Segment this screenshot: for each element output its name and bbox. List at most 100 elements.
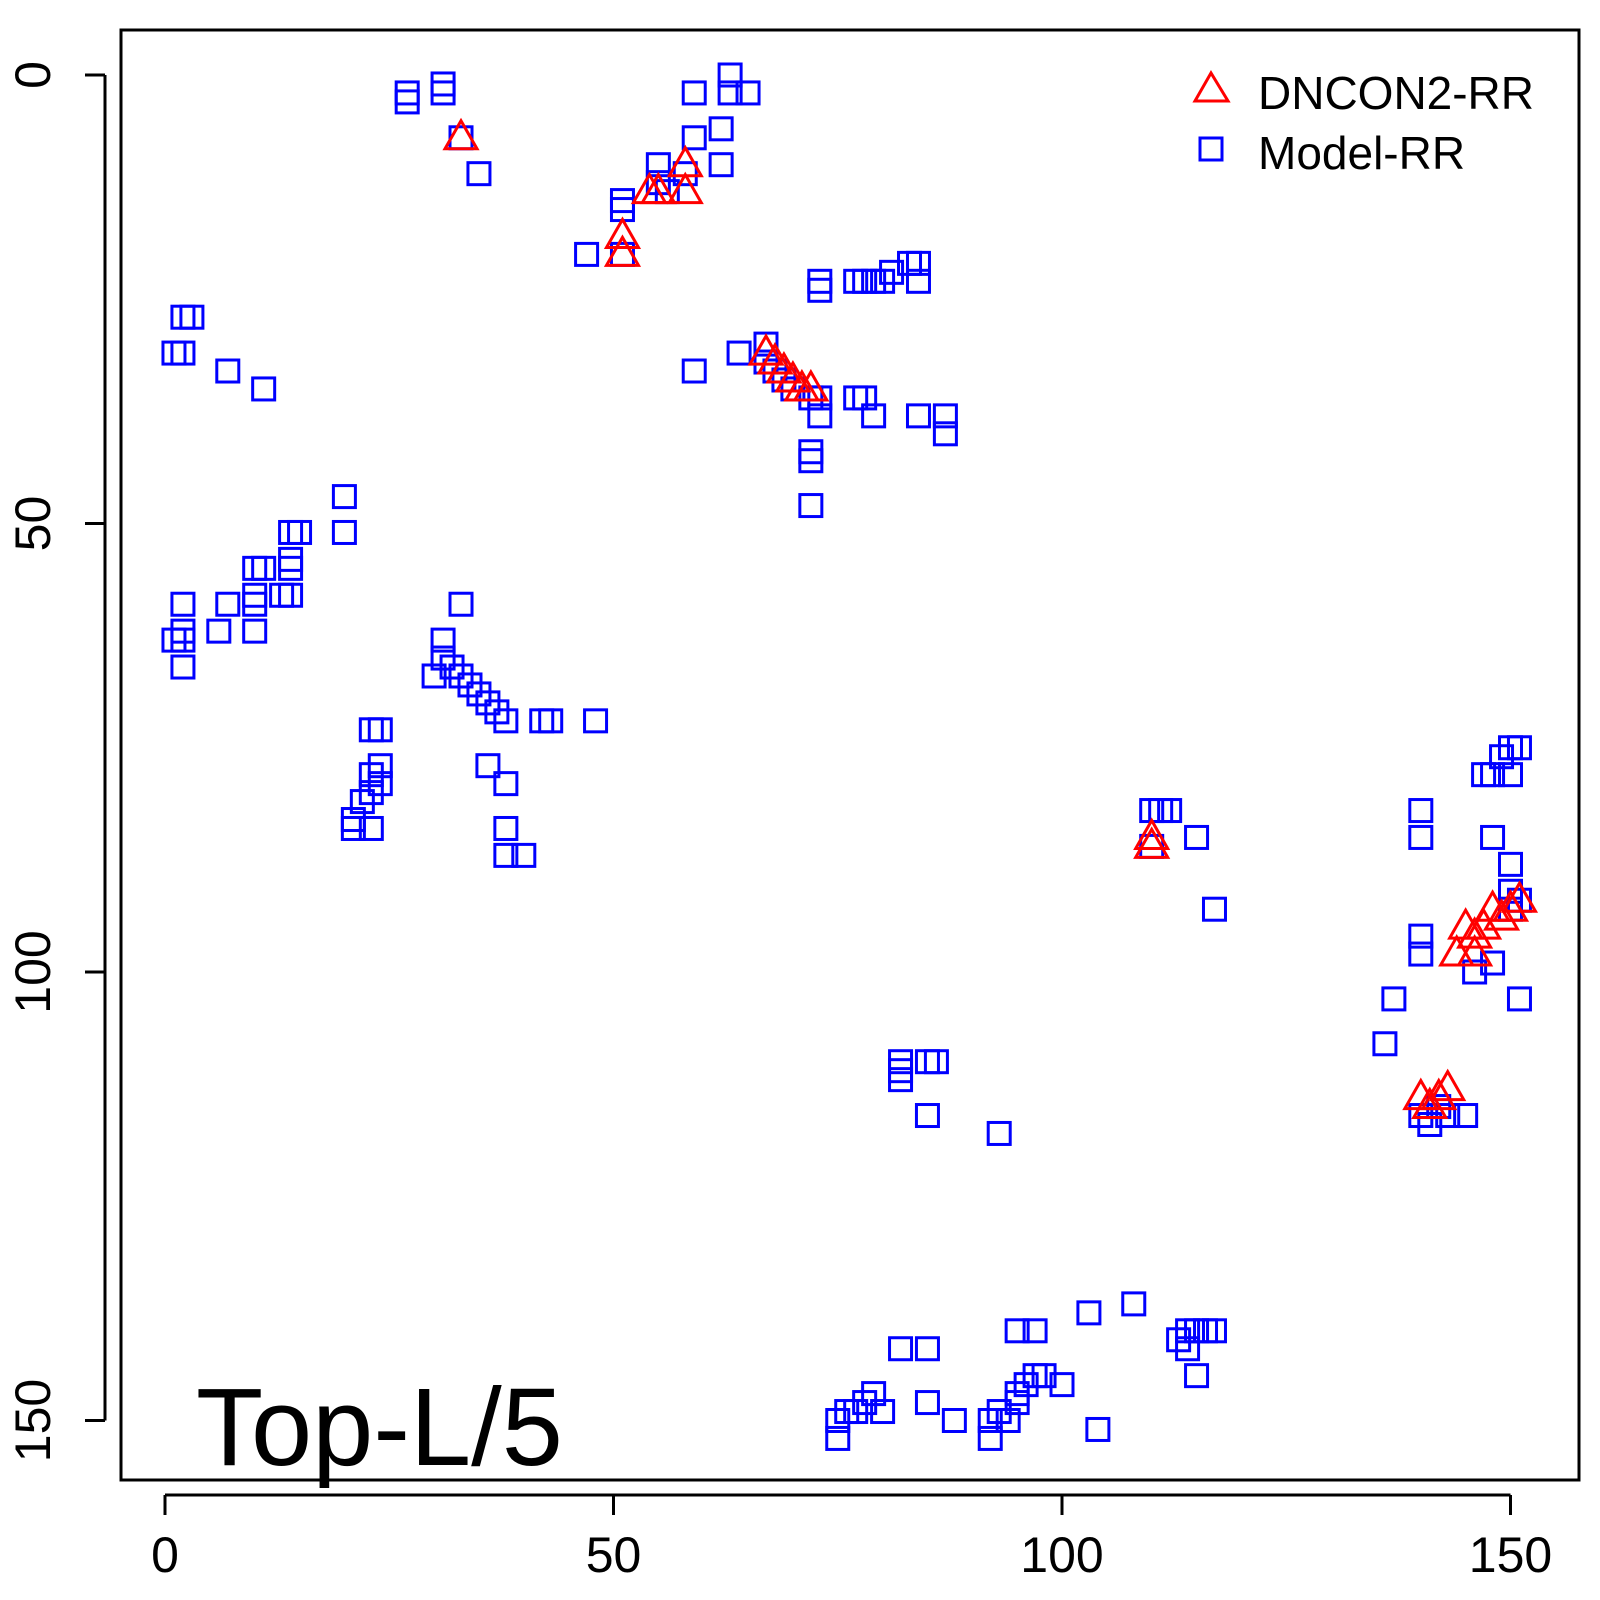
dncon2-rr-point xyxy=(1402,1077,1440,1111)
model-rr-point xyxy=(493,708,519,734)
model-rr-point xyxy=(1372,1031,1398,1057)
model-rr-point xyxy=(1480,762,1506,788)
dncon2-rr-point xyxy=(792,368,830,402)
model-rr-point xyxy=(1013,1372,1039,1398)
model-rr-point xyxy=(367,753,393,779)
model-rr-point xyxy=(807,403,833,429)
model-rr-point xyxy=(170,340,196,366)
x-tick-label: 0 xyxy=(151,1527,179,1583)
model-rr-point xyxy=(448,125,474,151)
model-rr-point xyxy=(1139,833,1165,859)
model-rr-point xyxy=(1408,798,1434,824)
dncon2-rr-point xyxy=(756,342,794,375)
model-rr-point xyxy=(430,71,456,97)
dncon2-rr-point xyxy=(1429,1068,1467,1102)
model-rr-point xyxy=(278,555,304,581)
model-rr-point xyxy=(251,555,277,581)
model-rr-point xyxy=(349,789,375,815)
model-rr-point xyxy=(430,627,456,653)
model-rr-point xyxy=(681,125,707,151)
model-rr-point xyxy=(170,654,196,680)
dncon2-rr-point xyxy=(1473,889,1512,922)
model-rr-point xyxy=(1157,798,1183,824)
model-rr-point xyxy=(1201,896,1227,922)
model-rr-point xyxy=(251,376,277,402)
model-rr-point xyxy=(466,681,492,707)
dncon2-rr-point xyxy=(1133,817,1171,850)
model-rr-point xyxy=(511,842,537,868)
model-rr-point xyxy=(1498,735,1523,761)
model-rr-point xyxy=(708,116,734,142)
model-rr-point xyxy=(1031,1363,1057,1389)
model-rr-point xyxy=(179,304,205,330)
model-rr-point xyxy=(574,241,600,267)
model-rr-point xyxy=(888,1067,914,1093)
model-rr-point xyxy=(1085,1416,1111,1442)
dncon2-rr-point xyxy=(639,171,677,205)
model-rr-point xyxy=(215,591,241,617)
model-rr-point xyxy=(1480,950,1506,976)
model-rr-point xyxy=(932,403,958,429)
model-rr-point xyxy=(977,1425,1003,1451)
model-rr-point xyxy=(681,80,707,106)
model-rr-point xyxy=(1506,986,1532,1012)
model-rr-point xyxy=(242,618,268,644)
model-rr-point xyxy=(206,618,232,644)
model-rr-point xyxy=(852,385,878,411)
model-rr-point xyxy=(242,555,268,581)
legend-triangle-marker xyxy=(1192,70,1231,103)
model-rr-point xyxy=(493,771,519,797)
model-rr-point xyxy=(1408,824,1434,850)
dncon2-rr-point xyxy=(603,216,642,249)
model-rr-point xyxy=(170,627,196,653)
model-rr-point xyxy=(340,815,366,841)
model-rr-point xyxy=(888,1058,914,1084)
model-rr-point xyxy=(1184,824,1210,850)
model-rr-point xyxy=(905,403,931,429)
model-rr-point xyxy=(726,340,752,366)
model-rr-point xyxy=(986,1120,1012,1146)
model-rr-point xyxy=(1498,762,1523,788)
model-rr-point xyxy=(215,358,241,384)
model-rr-point xyxy=(457,672,483,698)
dncon2-rr-point xyxy=(1491,889,1530,922)
model-rr-point xyxy=(331,484,357,510)
model-rr-point xyxy=(1004,1381,1030,1407)
model-rr-point xyxy=(1381,986,1407,1012)
dncon2-rr-point xyxy=(774,359,812,393)
model-rr-point xyxy=(609,188,635,214)
model-rr-point xyxy=(394,80,420,106)
model-rr-point xyxy=(331,519,357,545)
model-rr-point xyxy=(242,591,268,617)
y-tick-label: 0 xyxy=(5,61,61,89)
y-tick-label: 100 xyxy=(5,930,61,1013)
model-rr-point xyxy=(358,780,384,806)
model-rr-point xyxy=(977,1408,1003,1433)
model-rr-point xyxy=(672,161,698,187)
model-rr-point xyxy=(807,268,833,294)
model-rr-point xyxy=(493,842,519,868)
model-rr-point xyxy=(735,80,761,106)
y-tick-label: 150 xyxy=(5,1379,61,1462)
model-rr-point xyxy=(394,89,420,115)
model-rr-point xyxy=(1462,959,1488,985)
model-rr-point xyxy=(493,815,519,841)
dncon2-rr-point xyxy=(666,171,704,205)
model-rr-point xyxy=(1506,735,1532,761)
dncon2-rr-point xyxy=(1420,1077,1458,1111)
model-rr-point xyxy=(538,708,564,734)
model-rr-point xyxy=(161,340,187,366)
model-rr-point xyxy=(861,1381,887,1407)
model-rr-point xyxy=(475,690,501,716)
model-rr-point xyxy=(358,717,384,743)
legend-label-model-rr: Model-RR xyxy=(1258,127,1465,179)
model-rr-point xyxy=(466,161,492,187)
legend-label-dncon2-rr: DNCON2-RR xyxy=(1258,67,1534,119)
model-rr-point xyxy=(287,519,313,545)
model-rr-point xyxy=(914,1049,940,1075)
model-rr-point xyxy=(717,62,743,88)
model-rr-point xyxy=(879,259,905,285)
model-rr-point xyxy=(932,421,958,447)
model-rr-point xyxy=(367,717,393,743)
x-tick-label: 150 xyxy=(1469,1527,1552,1583)
